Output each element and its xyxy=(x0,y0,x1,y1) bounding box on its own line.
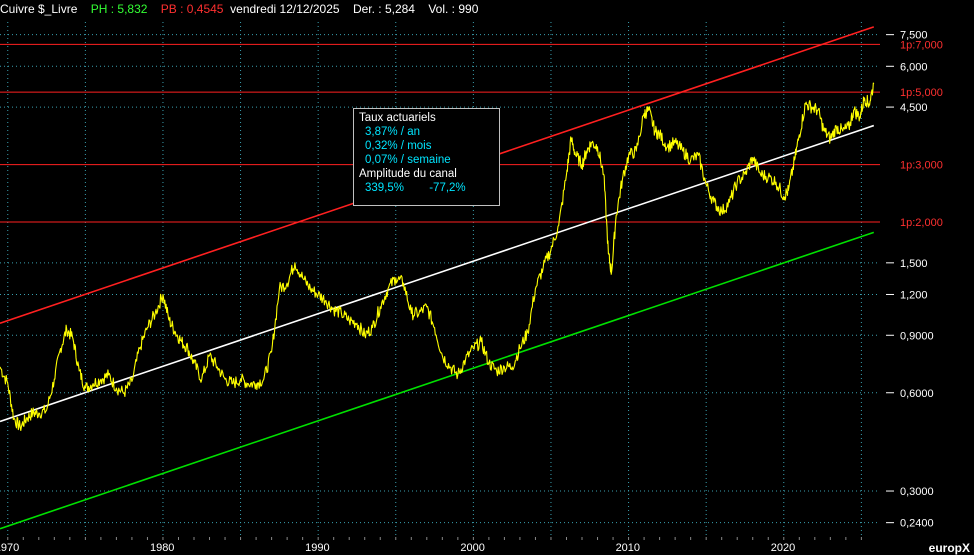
reference-label: 1p:5,000 xyxy=(900,87,943,99)
rates-info-box: Taux actuariels 3,87% / an 0,32% / mois … xyxy=(353,108,500,206)
quote-date: vendredi 12/12/2025 xyxy=(230,2,340,16)
der-value: 5,284 xyxy=(384,2,415,16)
reference-label: 1p:2,000 xyxy=(900,217,943,229)
pb-value: 0,4545 xyxy=(186,2,224,16)
y-tick-label: 0,2400 xyxy=(900,518,934,530)
amplitude-up: 339,5% xyxy=(365,182,405,194)
y-tick-label: 6,000 xyxy=(900,61,928,73)
trend-midline xyxy=(0,124,875,423)
rates-title: Taux actuariels xyxy=(359,112,436,124)
vol-label: Vol. : xyxy=(428,2,459,16)
x-tick-label: 1980 xyxy=(150,542,174,554)
axis-labels: 0,2400 0,3000 0,6000 0,9000 1,200 1,500 4,500 6… xyxy=(0,30,943,554)
x-tick-label: 1990 xyxy=(305,542,329,554)
rate-per-year: 3,87% / an xyxy=(365,126,420,138)
chart-header: Cuivre $_Livre PH : 5,832 PB : 0,4545 ve… xyxy=(0,0,974,18)
reference-label: 1p:7,000 xyxy=(900,39,943,51)
rate-per-week: 0,07% / semaine xyxy=(365,154,451,166)
amplitude-down: -77,2% xyxy=(429,182,466,194)
amplitude-title: Amplitude du canal xyxy=(359,168,457,180)
reference-label: 1p:3,000 xyxy=(900,160,943,172)
der-label: Der. : xyxy=(352,2,385,16)
y-tick-label: 0,6000 xyxy=(900,388,934,400)
trend-channel xyxy=(0,26,875,530)
pb-label: PB : xyxy=(160,2,187,16)
y-tick-label: 1,500 xyxy=(900,258,928,270)
y-tick-label: 0,9000 xyxy=(900,330,934,342)
x-tick-label: 2000 xyxy=(460,542,484,554)
y-tick-label: 1,200 xyxy=(900,289,928,301)
brand-logo: europX xyxy=(928,541,970,555)
support-line xyxy=(0,231,875,530)
y-tick-label: 7,500 xyxy=(900,30,928,42)
grid-layer xyxy=(0,22,880,535)
y-tick-label: 0,3000 xyxy=(900,486,934,498)
x-tick-label: 2020 xyxy=(771,542,795,554)
price-series xyxy=(0,82,875,432)
ph-value: 5,832 xyxy=(117,2,148,16)
x-tick-label: 1970 xyxy=(0,542,19,554)
rate-per-month: 0,32% / mois xyxy=(365,140,432,152)
amplitude-values: 339,5% -77,2% xyxy=(359,181,499,195)
ph-label: PH : xyxy=(90,2,118,16)
price-series-layer xyxy=(0,82,875,432)
y-tick-label: 4,500 xyxy=(900,102,928,114)
x-tick-label: 2010 xyxy=(616,542,640,554)
vol-value: 990 xyxy=(458,2,479,16)
symbol-name: Cuivre $_Livre xyxy=(0,2,78,16)
